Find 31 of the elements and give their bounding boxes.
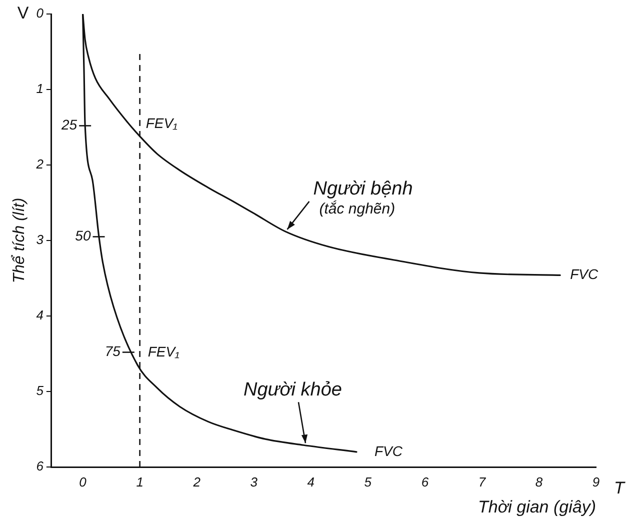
y-tick-label: 5 [36,383,44,398]
annotation: (tắc nghẽn) [319,200,396,218]
x-axis-title: Thời gian (giây) [478,498,596,517]
annotation: 75 [104,343,121,360]
annotation: 50 [75,228,91,244]
x-tick-label: 6 [421,474,430,490]
y-axis-title: Thể tích (lít) [11,198,28,284]
x-tick-label: 5 [364,474,372,490]
x-tick-label: 4 [307,474,314,490]
x-tick-label: 8 [535,474,544,490]
annotation: FEV₁ [148,343,180,360]
y-tick-label: 1 [36,81,44,96]
x-tick-label: 3 [250,474,258,490]
y-tick-label: 2 [35,156,44,172]
annotation: Người bệnh [313,178,413,200]
x-tick-label: 0 [79,474,88,490]
annotation: Người khỏe [243,379,342,400]
text: V [17,4,30,23]
annotation: FEV₁ [146,115,178,132]
y-tick-label: 0 [36,6,44,21]
x-tick-label: 7 [478,474,486,490]
y-tick-label: 3 [36,232,44,248]
annotation: 25 [60,116,78,133]
annotation: FVC [570,266,599,282]
y-tick-label: 6 [36,458,44,474]
x-tick-label: 9 [592,474,600,490]
x-tick-label: 2 [192,474,202,490]
annotation: FVC [374,442,404,459]
y-tick-label: 4 [36,308,44,323]
x-tick-label: 1 [136,474,144,490]
text: T [614,478,626,498]
